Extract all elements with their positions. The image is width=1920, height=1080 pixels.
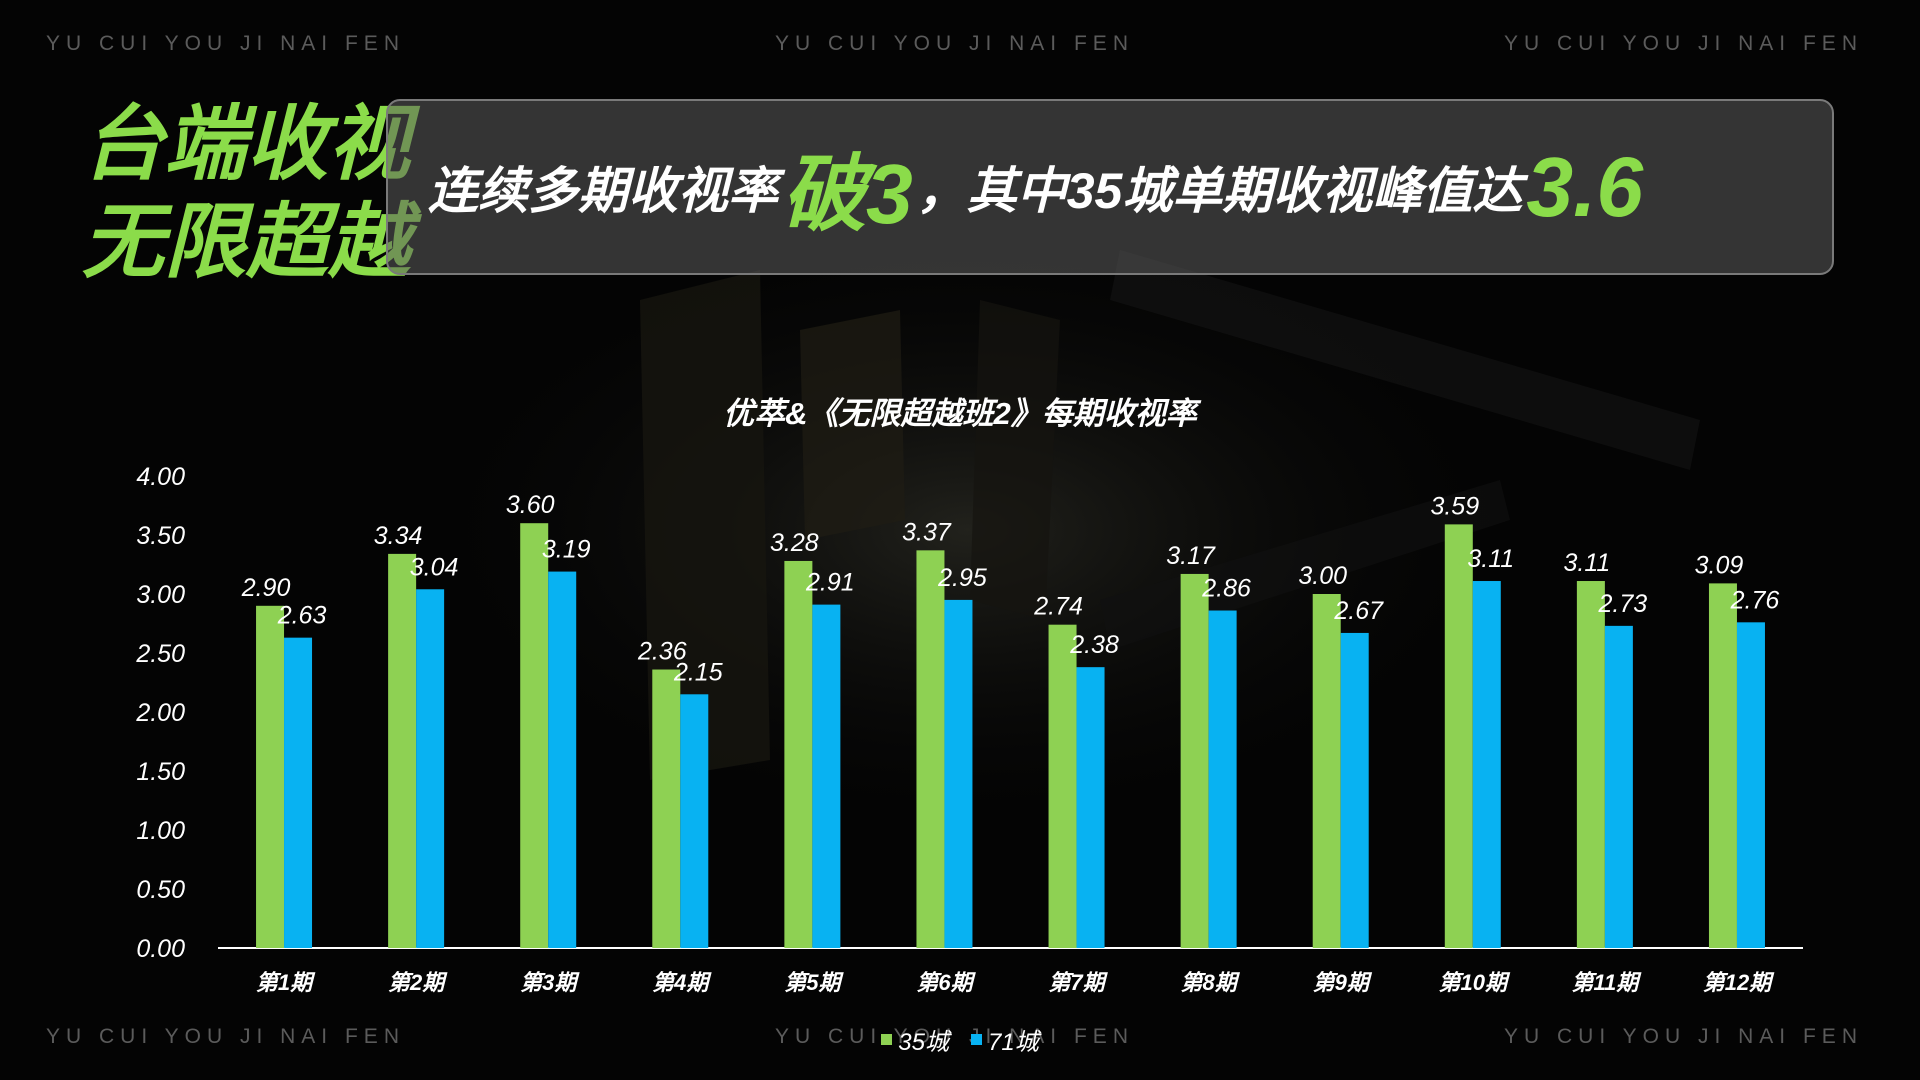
data-label-71: 2.15 xyxy=(673,658,723,686)
bar-35 xyxy=(1444,524,1473,948)
data-label-71: 2.95 xyxy=(937,564,987,592)
data-label-35: 3.28 xyxy=(770,529,819,557)
data-label-35: 2.90 xyxy=(241,574,291,602)
bar-71 xyxy=(416,589,445,948)
data-label-71: 2.91 xyxy=(805,569,855,597)
x-tick-label: 第11期 xyxy=(1571,970,1642,995)
y-tick-label: 0.50 xyxy=(136,876,185,904)
headline-line2: 无限超越 xyxy=(82,197,410,288)
callout-highlight-2: 3.6 xyxy=(1526,139,1644,234)
y-tick-label: 3.00 xyxy=(136,581,185,609)
data-label-35: 3.09 xyxy=(1695,551,1744,579)
x-tick-label: 第6期 xyxy=(916,970,976,995)
data-label-71: 2.38 xyxy=(1069,631,1119,659)
bar-35 xyxy=(652,669,681,948)
data-label-35: 3.00 xyxy=(1298,562,1347,590)
y-tick-label: 2.50 xyxy=(135,640,185,668)
data-label-71: 3.11 xyxy=(1467,545,1514,573)
y-tick-label: 4.00 xyxy=(136,463,185,491)
chart-legend: 35城 71城 xyxy=(0,1022,1920,1057)
x-tick-label: 第1期 xyxy=(256,970,316,995)
x-tick-label: 第7期 xyxy=(1048,970,1108,995)
bar-35 xyxy=(1048,624,1077,948)
data-label-35: 3.60 xyxy=(506,491,555,519)
bar-35 xyxy=(1312,594,1341,948)
callout-text-2: ，其中35城单期收视峰值达 xyxy=(916,163,1523,219)
x-tick-label: 第3期 xyxy=(520,970,580,995)
legend-label-71: 71城 xyxy=(988,1029,1039,1056)
data-label-71: 2.67 xyxy=(1333,597,1384,625)
bar-71 xyxy=(1472,581,1501,948)
bar-35 xyxy=(256,605,285,948)
x-tick-label: 第10期 xyxy=(1439,970,1511,995)
x-tick-label: 第2期 xyxy=(388,970,448,995)
bar-71 xyxy=(812,604,841,948)
data-label-35: 2.36 xyxy=(637,638,687,666)
data-label-35: 3.37 xyxy=(902,518,952,546)
data-label-71: 3.04 xyxy=(410,553,459,581)
bar-35 xyxy=(916,550,945,948)
y-tick-label: 3.50 xyxy=(136,522,185,550)
bar-71 xyxy=(1208,610,1237,948)
bar-71 xyxy=(1340,632,1369,948)
bar-71 xyxy=(1604,625,1633,948)
headline-line1: 台端收视 xyxy=(82,99,410,190)
callout-text-1: 连续多期收视率 xyxy=(428,163,778,219)
data-label-35: 2.74 xyxy=(1033,593,1083,621)
callout-highlight-1: 破3 xyxy=(782,146,913,241)
data-label-35: 3.11 xyxy=(1563,549,1610,577)
watermark-bottom-right: YU CUI YOU JI NAI FEN xyxy=(1504,1025,1863,1048)
watermark-top-right: YU CUI YOU JI NAI FEN xyxy=(1504,32,1863,55)
x-tick-label: 第5期 xyxy=(784,970,844,995)
watermark-top-center: YU CUI YOU JI NAI FEN xyxy=(775,32,1134,55)
data-label-35: 3.17 xyxy=(1166,542,1216,570)
data-label-71: 2.76 xyxy=(1730,586,1780,614)
y-tick-label: 2.00 xyxy=(135,699,185,727)
data-label-71: 3.19 xyxy=(542,536,591,564)
x-tick-label: 第9期 xyxy=(1313,970,1373,995)
bar-35 xyxy=(520,523,549,948)
x-tick-label: 第12期 xyxy=(1703,970,1775,995)
y-tick-label: 1.50 xyxy=(136,758,185,786)
bar-35 xyxy=(1576,581,1605,948)
bar-71 xyxy=(680,694,709,948)
bar-71 xyxy=(284,637,313,948)
x-tick-label: 第4期 xyxy=(652,970,712,995)
data-label-35: 3.34 xyxy=(374,522,423,550)
bar-71 xyxy=(944,599,973,948)
data-label-71: 2.86 xyxy=(1201,575,1251,603)
data-label-35: 3.59 xyxy=(1430,492,1479,520)
y-tick-label: 1.00 xyxy=(136,817,185,845)
legend-swatch-35 xyxy=(881,1034,893,1045)
bar-71 xyxy=(1736,622,1765,948)
legend-item-71: 71城 xyxy=(971,1022,1039,1057)
bar-35 xyxy=(1708,583,1737,948)
legend-item-35: 35城 xyxy=(881,1022,949,1057)
legend-swatch-71 xyxy=(971,1034,982,1045)
watermark-top-left: YU CUI YOU JI NAI FEN xyxy=(46,32,405,55)
bar-35 xyxy=(784,560,813,948)
watermark-bottom-left: YU CUI YOU JI NAI FEN xyxy=(46,1025,405,1048)
watermark-bottom-center: YU CUI YOU JI NAI FEN xyxy=(775,1025,1134,1048)
chart-title: 优萃&《无限超越班2》每期收视率 xyxy=(723,396,1197,431)
y-tick-label: 0.00 xyxy=(136,935,185,963)
bar-35 xyxy=(388,553,417,948)
bar-71 xyxy=(1076,667,1105,948)
headline: 台端收视 无限超越 xyxy=(82,96,410,292)
bar-71 xyxy=(548,571,577,948)
callout-box: 连续多期收视率 破3 ，其中35城单期收视峰值达 3.6 xyxy=(386,99,1834,275)
data-label-71: 2.63 xyxy=(277,602,327,630)
bar-35 xyxy=(1180,573,1209,948)
legend-label-35: 35城 xyxy=(898,1029,949,1056)
data-label-71: 2.73 xyxy=(1598,590,1648,618)
x-tick-label: 第8期 xyxy=(1181,970,1241,995)
